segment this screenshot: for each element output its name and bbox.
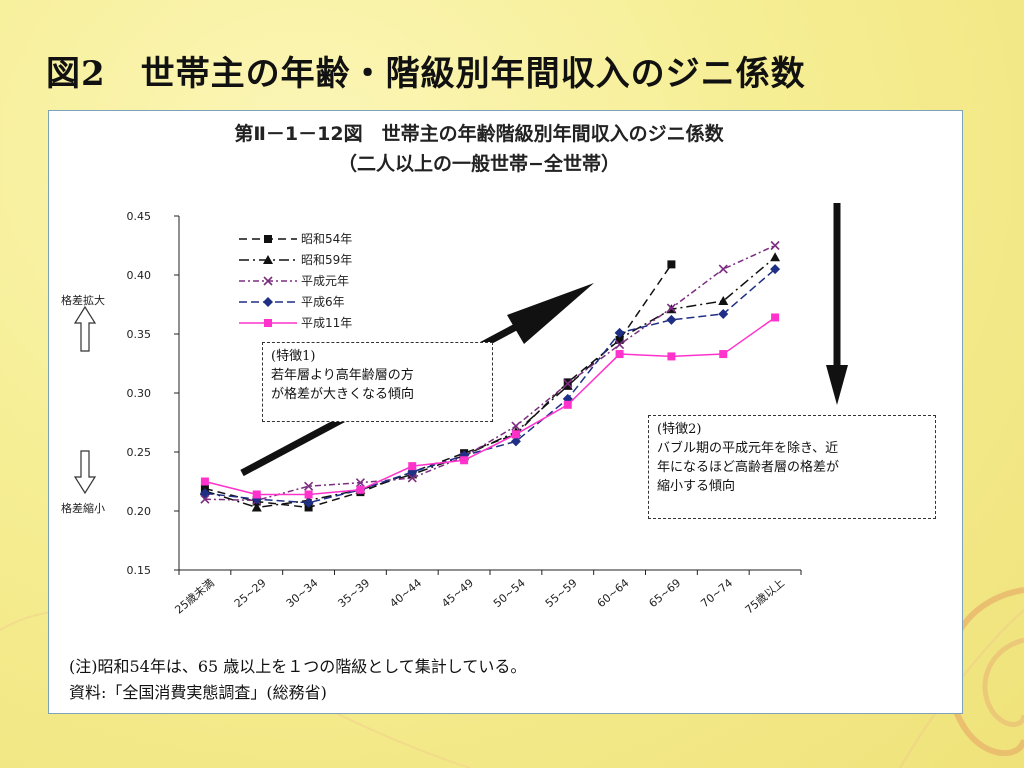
data-point — [771, 313, 780, 322]
data-point — [511, 421, 521, 431]
data-point — [460, 456, 469, 465]
data-point — [200, 477, 209, 486]
annotation-1-line: 若年層より高年齢層の方 — [271, 368, 414, 383]
data-point — [408, 462, 417, 471]
data-point — [251, 502, 262, 512]
x-tick-label: 40~44 — [387, 576, 424, 610]
data-point — [407, 473, 417, 483]
annotation-1-line: (特徴1) — [271, 349, 316, 364]
x-tick-label: 50~54 — [491, 576, 528, 610]
data-point — [355, 478, 365, 488]
y-tick-label: 0.20 — [127, 505, 152, 518]
legend-marker — [264, 319, 272, 327]
data-point — [252, 490, 261, 499]
data-point — [614, 327, 625, 338]
data-point — [304, 490, 313, 499]
y-label-widening: 格差拡大 — [61, 294, 105, 307]
series-line-5 — [204, 316, 776, 496]
legend-marker — [263, 255, 273, 264]
gini-line-chart: 0.45 0.40 0.35 0.30 0.25 0.20 0.15 25歳未満 25~29 30… — [73, 203, 848, 617]
x-tick-label: 55~59 — [543, 576, 580, 610]
series-line-4 — [204, 268, 776, 504]
data-point — [666, 303, 676, 313]
data-point — [770, 264, 781, 275]
annotation-feature-1: (特徴1) 若年層より高年齢層の方 が格差が大きくなる傾向 — [262, 342, 493, 422]
data-point — [718, 264, 728, 274]
data-point — [303, 497, 314, 508]
annotation-2-line: (特徴2) — [657, 422, 702, 437]
y-tick-label: 0.25 — [127, 446, 152, 459]
up-arrow-icon — [73, 305, 97, 352]
x-tick-label: 25~29 — [232, 576, 269, 610]
data-point — [667, 260, 676, 269]
chart-note: (注)昭和54年は、65 歳以上を１つの階級として集計している。 — [69, 657, 527, 676]
data-point — [666, 314, 677, 325]
data-point — [304, 481, 314, 491]
data-point — [770, 252, 781, 262]
series-line-3 — [204, 244, 776, 502]
data-point — [563, 378, 573, 389]
x-tick-label: 75歳以上 — [743, 576, 787, 616]
chart-source: 資料:「全国消費実態調査」(総務省) — [69, 683, 327, 702]
chart-panel: 0.45 0.40 0.35 0.30 0.25 0.20 0.15 25歳未満 25~29 30… — [48, 110, 963, 714]
y-tick-label: 0.35 — [127, 328, 152, 341]
y-tick-label: 0.15 — [127, 564, 152, 577]
legend-label: 平成元年 — [301, 274, 349, 288]
annotation-feature-2: (特徴2) バブル期の平成元年を除き、近 年になるほど高齢者層の格差が 縮小する… — [648, 415, 936, 519]
data-point — [770, 240, 780, 251]
x-tick-label: 60~64 — [595, 576, 632, 610]
data-point — [718, 295, 729, 305]
chart-subtitle: （二人以上の一般世帯−全世帯） — [338, 153, 620, 175]
data-point — [615, 340, 625, 350]
trend-arrow-icon — [507, 283, 594, 344]
y-tick-label: 0.30 — [127, 387, 152, 400]
data-point — [719, 350, 728, 359]
legend-marker — [263, 297, 273, 307]
legend-label: 平成11年 — [301, 316, 352, 330]
data-point — [614, 333, 625, 343]
chart-title: 第Ⅱ－1－12図 世帯主の年齢階級別年間収入のジニ係数 — [234, 123, 724, 145]
annotation-2-line: 年になるほど高齢者層の格差が — [657, 460, 840, 475]
x-tick-label: 45~49 — [439, 576, 476, 610]
annotation-2-line: バブル期の平成元年を除き、近 — [657, 441, 839, 456]
legend-marker — [263, 276, 273, 286]
y-tick-label: 0.45 — [127, 210, 152, 223]
legend-marker — [264, 235, 272, 243]
y-label-narrowing: 格差縮小 — [61, 502, 105, 515]
data-point — [511, 430, 520, 439]
vertical-arrow-icon — [826, 365, 848, 405]
legend-label: 平成6年 — [301, 295, 345, 309]
legend-label: 昭和54年 — [301, 232, 352, 246]
annotation-2-line: 縮小する傾向 — [657, 479, 736, 494]
x-tick-label: 30~34 — [284, 576, 321, 610]
x-tick-label: 25歳未満 — [172, 576, 216, 616]
data-point — [667, 352, 676, 361]
x-tick-label: 35~39 — [335, 576, 372, 610]
data-point — [356, 485, 365, 494]
x-tick-label: 70~74 — [698, 576, 735, 610]
data-point — [563, 400, 572, 409]
data-point — [718, 308, 729, 319]
data-point — [615, 350, 624, 359]
data-point — [199, 488, 210, 499]
data-point — [562, 380, 573, 390]
y-tick-label: 0.40 — [127, 269, 152, 282]
data-point — [200, 494, 210, 504]
slide-title: 図2 世帯主の年齢・階級別年間収入のジニ係数 — [46, 54, 806, 94]
x-tick-label: 65~69 — [646, 576, 683, 610]
annotation-1-line: が格差が大きくなる傾向 — [271, 387, 415, 402]
down-arrow-icon — [73, 450, 97, 495]
legend-label: 昭和59年 — [301, 253, 352, 267]
